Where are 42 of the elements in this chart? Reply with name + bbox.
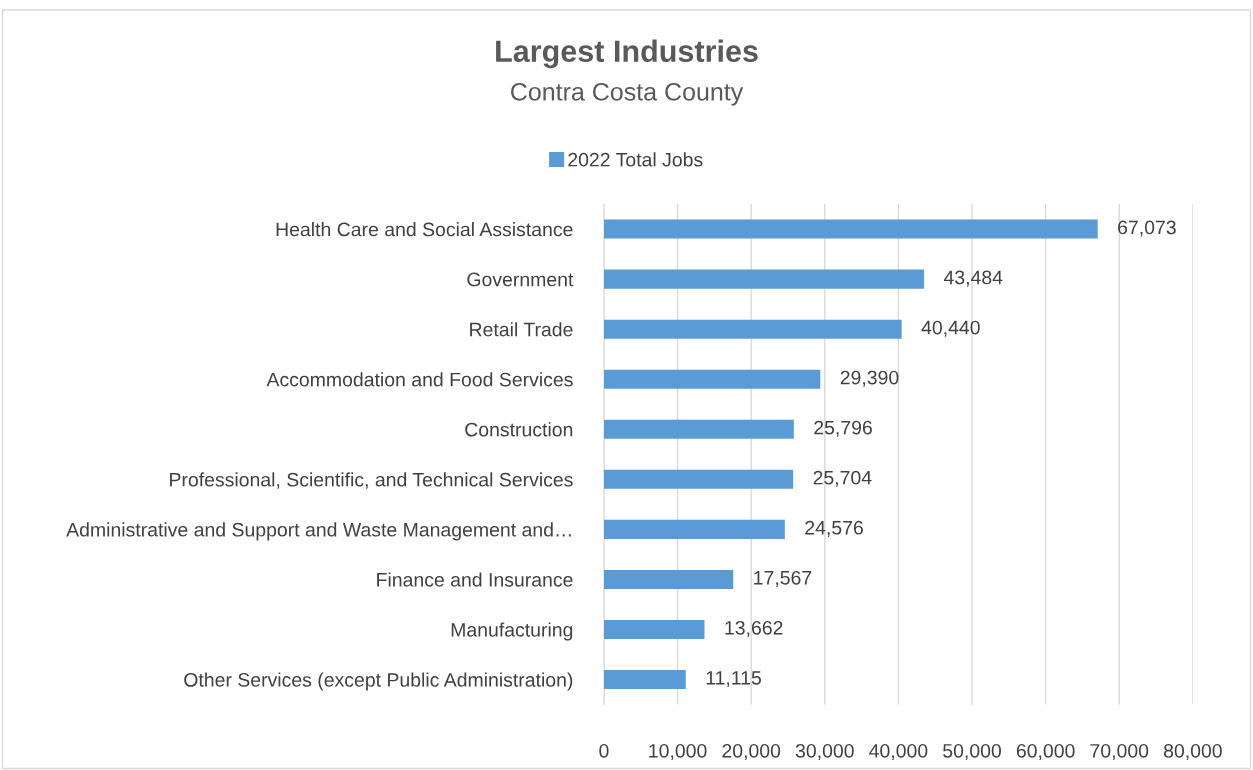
x-tick-label: 50,000 [943,743,1001,761]
data-label: 25,704 [813,470,872,487]
x-tick-label: 60,000 [1016,743,1075,761]
bar [603,419,794,439]
bar [603,369,821,389]
y-tick-label: Other Services (except Public Administration) [184,672,573,691]
bar [603,269,925,289]
y-tick-label: Government [467,272,574,287]
y-tick-label: Administrative and Support and Waste Management and… [66,522,571,541]
x-tick-label: 80,000 [1163,743,1222,761]
bar [603,219,1098,239]
y-tick-label: Professional, Scientific, and Technical Services [170,472,573,489]
x-tick-label: 30,000 [795,743,854,761]
data-label: 25,796 [814,420,872,437]
bar [603,469,794,489]
data-label: 13,662 [725,620,783,637]
y-tick-label: Construction [465,422,573,437]
bar [603,569,734,589]
chart-title: Largest Industries [496,39,758,69]
x-tick-label: 70,000 [1090,743,1149,761]
legend-label: 2022 Total Jobs [568,152,703,167]
x-tick-label: 20,000 [722,743,781,761]
bar [603,619,705,639]
data-label: 29,390 [840,370,899,387]
x-tick-label: 40,000 [869,743,928,761]
data-label: 67,073 [1118,220,1176,237]
data-label: 43,484 [943,270,1003,287]
data-label: 17,567 [754,570,812,587]
x-tick-label: 0 [599,743,609,758]
y-tick-label: Retail Trade [470,322,573,337]
data-label: 40,440 [921,320,980,337]
bar [603,670,686,690]
y-tick-label: Health Care and Social Assistance [276,222,573,237]
bar [603,519,785,539]
data-label: 24,576 [805,520,863,537]
y-tick-label: Manufacturing [451,622,573,641]
data-label: 11,115 [706,671,761,688]
x-tick-label: 10,000 [649,743,707,761]
chart-subtitle: Contra Costa County [511,82,744,106]
bar [603,319,902,339]
y-tick-label: Finance and Insurance [377,572,573,587]
y-tick-label: Accommodation and Food Services [266,372,573,387]
